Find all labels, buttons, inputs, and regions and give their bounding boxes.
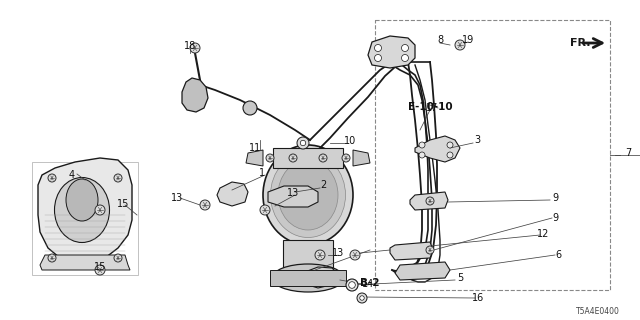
Circle shape bbox=[401, 54, 408, 61]
Text: FR.: FR. bbox=[570, 38, 591, 48]
Circle shape bbox=[426, 197, 434, 205]
Ellipse shape bbox=[54, 178, 109, 243]
Text: 15: 15 bbox=[94, 262, 106, 272]
Polygon shape bbox=[390, 242, 433, 260]
Text: E-10-10: E-10-10 bbox=[408, 102, 452, 112]
Circle shape bbox=[114, 174, 122, 182]
Circle shape bbox=[319, 154, 327, 162]
Text: 3: 3 bbox=[474, 135, 480, 145]
Polygon shape bbox=[217, 182, 248, 206]
Circle shape bbox=[190, 43, 200, 53]
Polygon shape bbox=[246, 150, 263, 166]
Circle shape bbox=[114, 254, 122, 262]
Text: 14: 14 bbox=[362, 279, 374, 289]
Circle shape bbox=[48, 254, 56, 262]
Circle shape bbox=[48, 174, 56, 182]
Circle shape bbox=[360, 296, 364, 300]
Text: 15: 15 bbox=[117, 199, 129, 209]
Text: 9: 9 bbox=[552, 193, 558, 203]
Text: 12: 12 bbox=[537, 229, 549, 239]
Ellipse shape bbox=[66, 179, 98, 221]
Circle shape bbox=[95, 205, 105, 215]
Circle shape bbox=[401, 44, 408, 52]
Circle shape bbox=[349, 282, 355, 288]
Polygon shape bbox=[38, 158, 132, 263]
Circle shape bbox=[289, 154, 297, 162]
Ellipse shape bbox=[272, 264, 344, 292]
Text: 8: 8 bbox=[437, 35, 443, 45]
Polygon shape bbox=[182, 78, 208, 112]
Circle shape bbox=[300, 140, 306, 146]
Circle shape bbox=[419, 152, 425, 158]
Circle shape bbox=[374, 44, 381, 52]
Text: 7: 7 bbox=[625, 148, 631, 158]
Ellipse shape bbox=[263, 145, 353, 245]
Text: 5: 5 bbox=[457, 273, 463, 283]
Polygon shape bbox=[300, 267, 338, 288]
Circle shape bbox=[357, 293, 367, 303]
Bar bbox=[283, 240, 333, 270]
Circle shape bbox=[315, 250, 325, 260]
Polygon shape bbox=[395, 262, 450, 280]
Circle shape bbox=[200, 200, 210, 210]
Circle shape bbox=[419, 142, 425, 148]
Circle shape bbox=[342, 154, 350, 162]
Text: 2: 2 bbox=[320, 180, 326, 190]
Circle shape bbox=[447, 142, 453, 148]
Text: B-2: B-2 bbox=[360, 278, 380, 288]
Bar bbox=[273, 148, 343, 168]
Polygon shape bbox=[368, 36, 415, 68]
Text: 1: 1 bbox=[259, 168, 265, 178]
Polygon shape bbox=[415, 136, 460, 162]
Polygon shape bbox=[410, 192, 448, 210]
Circle shape bbox=[447, 152, 453, 158]
Circle shape bbox=[260, 205, 270, 215]
Text: T5A4E0400: T5A4E0400 bbox=[576, 308, 620, 316]
Polygon shape bbox=[40, 255, 130, 270]
Text: 13: 13 bbox=[171, 193, 183, 203]
Bar bbox=[375, 20, 610, 290]
Text: 17: 17 bbox=[426, 103, 438, 113]
Circle shape bbox=[350, 250, 360, 260]
Bar bbox=[270, 270, 346, 286]
Ellipse shape bbox=[278, 160, 338, 230]
Text: 19: 19 bbox=[462, 35, 474, 45]
Circle shape bbox=[426, 246, 434, 254]
Circle shape bbox=[266, 154, 274, 162]
Circle shape bbox=[346, 279, 358, 291]
Text: 4: 4 bbox=[69, 170, 75, 180]
Ellipse shape bbox=[271, 153, 346, 237]
Text: 6: 6 bbox=[555, 250, 561, 260]
Polygon shape bbox=[268, 186, 318, 207]
Circle shape bbox=[243, 101, 257, 115]
Circle shape bbox=[455, 40, 465, 50]
Circle shape bbox=[95, 265, 105, 275]
Polygon shape bbox=[353, 150, 370, 166]
Text: 13: 13 bbox=[332, 248, 344, 258]
Text: 13: 13 bbox=[287, 188, 299, 198]
Text: 11: 11 bbox=[249, 143, 261, 153]
Text: 16: 16 bbox=[472, 293, 484, 303]
Text: 10: 10 bbox=[344, 136, 356, 146]
Circle shape bbox=[374, 54, 381, 61]
Text: 18: 18 bbox=[184, 41, 196, 51]
Circle shape bbox=[297, 137, 309, 149]
Text: 9: 9 bbox=[552, 213, 558, 223]
